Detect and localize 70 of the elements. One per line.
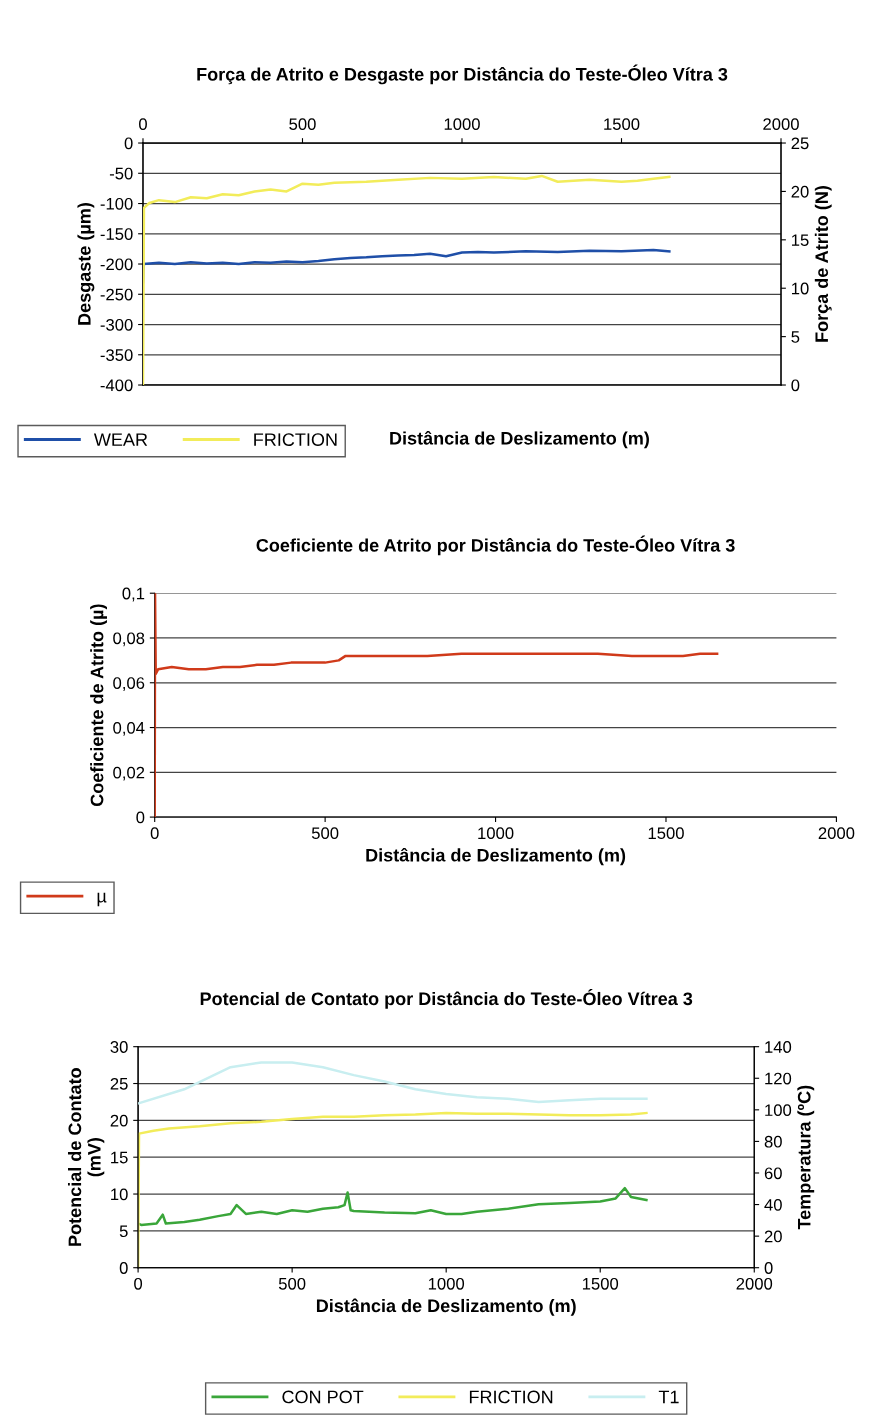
x-tick-label: 500 bbox=[289, 118, 316, 131]
y-axis-title: Coeficiente de Atrito (µ) bbox=[90, 604, 107, 807]
y2-tick-label: 0 bbox=[791, 379, 800, 392]
x-tick-label: 1500 bbox=[604, 118, 640, 131]
y-tick-label: 5 bbox=[119, 1225, 128, 1238]
x-axis-title: Distância de Deslizamento (m) bbox=[366, 847, 626, 866]
x-tick-label: 500 bbox=[311, 827, 339, 840]
y2-axis-title: Força de Atrito (N) bbox=[814, 186, 832, 342]
y-tick-label: 25 bbox=[110, 1077, 128, 1090]
y2-tick-label: 20 bbox=[791, 185, 809, 198]
y-tick-label: -200 bbox=[100, 258, 133, 271]
y-tick-label: 0,08 bbox=[113, 632, 145, 647]
y-tick-label: 0 bbox=[119, 1262, 128, 1274]
y2-tick-label: 100 bbox=[765, 1104, 792, 1117]
y2-axis-title: Temperatura (ºC) bbox=[797, 1085, 815, 1230]
line-series bbox=[142, 174, 671, 386]
line-series bbox=[154, 593, 719, 818]
x-tick-label: 1500 bbox=[582, 1277, 619, 1290]
x-tick-label: 2000 bbox=[736, 1277, 773, 1290]
y2-tick-label: 140 bbox=[765, 1041, 792, 1053]
y-tick-label: 30 bbox=[110, 1041, 128, 1053]
y-tick-label: -150 bbox=[100, 228, 133, 240]
y-tick-label: -400 bbox=[100, 379, 133, 392]
y-tick-label: 0,02 bbox=[113, 766, 145, 781]
x-tick-label: 1000 bbox=[444, 118, 480, 131]
y-tick-label: 15 bbox=[111, 1151, 128, 1164]
x-axis-title: Distância de Deslizamento (m) bbox=[390, 431, 649, 449]
x-tick-label: 2000 bbox=[763, 118, 799, 131]
chart-title: Potencial de Contato por Distância do Teste-Óleo Vítrea 3 bbox=[200, 989, 693, 1009]
y-tick-label: -250 bbox=[100, 288, 133, 301]
line-series bbox=[138, 1061, 648, 1105]
legend-label: FRICTION bbox=[469, 1390, 553, 1404]
y2-tick-label: 25 bbox=[791, 137, 809, 150]
y-tick-label: -350 bbox=[100, 349, 133, 361]
chart-title: Coeficiente de Atrito por Distância do Teste-Óleo Vítra 3 bbox=[256, 535, 735, 556]
y2-tick-label: 10 bbox=[792, 282, 809, 295]
y2-tick-label: 0 bbox=[764, 1262, 773, 1274]
y2-tick-label: 60 bbox=[764, 1167, 782, 1180]
y-tick-label: 0,06 bbox=[113, 677, 145, 691]
x-tick-label: 1000 bbox=[428, 1277, 465, 1290]
y-tick-label: 10 bbox=[111, 1188, 128, 1201]
y2-tick-label: 120 bbox=[765, 1072, 792, 1085]
x-tick-label: 500 bbox=[278, 1277, 306, 1290]
y-tick-label: -300 bbox=[100, 318, 133, 331]
y-tick-label: 0 bbox=[136, 811, 145, 824]
y2-tick-label: 40 bbox=[764, 1198, 782, 1211]
y-tick-label: -50 bbox=[109, 167, 133, 180]
legend-label: FRICTION bbox=[254, 433, 337, 446]
y2-tick-label: 15 bbox=[792, 234, 809, 247]
y2-tick-label: 80 bbox=[764, 1135, 782, 1148]
legend-label: T1 bbox=[658, 1390, 679, 1404]
y2-tick-label: 20 bbox=[764, 1230, 782, 1243]
y-tick-label: 0,1 bbox=[122, 587, 145, 602]
line-series bbox=[138, 1186, 648, 1227]
y-tick-label: 0 bbox=[124, 137, 133, 150]
x-tick-label: 0 bbox=[150, 827, 159, 840]
x-tick-label: 1500 bbox=[648, 827, 684, 840]
x-tick-label: 1000 bbox=[478, 827, 514, 840]
y2-tick-label: 5 bbox=[791, 331, 800, 343]
y-tick-label: -100 bbox=[100, 197, 133, 210]
legend-label: WEAR bbox=[93, 433, 148, 446]
y-tick-label: 0,04 bbox=[113, 721, 145, 736]
legend-label: CON POT bbox=[282, 1390, 364, 1404]
y-axis-title: Desgaste (µm) bbox=[77, 203, 95, 325]
y-axis-title: Potencial de Contato (mV) bbox=[68, 1068, 105, 1246]
x-tick-label: 2000 bbox=[818, 827, 855, 840]
legend-label: µ bbox=[97, 892, 107, 907]
y-tick-label: 20 bbox=[110, 1114, 128, 1127]
x-axis-title: Distância de Deslizamento (m) bbox=[316, 1298, 576, 1316]
chart-title: Força de Atrito e Desgaste por Distância do Teste-Óleo Vítra 3 bbox=[197, 64, 728, 85]
